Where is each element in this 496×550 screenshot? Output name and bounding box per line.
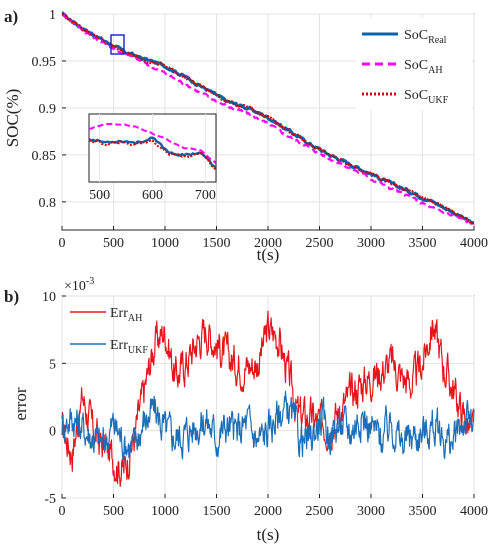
y-tick-label: 0.8 (39, 196, 57, 211)
series-lines-b (61, 310, 475, 487)
x-tick-label: 2000 (254, 236, 282, 251)
x-tick-label: 0 (59, 504, 66, 519)
x-tick-label: 1000 (151, 504, 179, 519)
y-axis-label-b: error (11, 387, 30, 420)
y-tick-label: 10 (42, 290, 56, 305)
inset-x-tick-label: 500 (89, 188, 110, 203)
x-tick-label: 500 (103, 236, 124, 251)
x-tick-label: 2000 (254, 504, 282, 519)
x-tick-label: 4000 (460, 504, 488, 519)
x-tick-label: 1500 (203, 236, 231, 251)
x-tick-label: 500 (103, 504, 124, 519)
x-tick-label: 0 (59, 236, 66, 251)
legend-a: SoCReal SoCAH SoCUKF (356, 18, 472, 110)
y-tick-label: 0.85 (32, 149, 57, 164)
inset-series-lines (88, 122, 217, 171)
x-axis-label-b: t(s) (257, 525, 280, 544)
inset-plot: 500 600 700 (88, 113, 217, 203)
legend-a-label-ah: SoCAH (404, 58, 443, 76)
y-tick-label: 0.9 (39, 102, 57, 117)
inset-series-line (88, 122, 217, 165)
inset-x-tick-label: 700 (195, 188, 216, 203)
x-tick-label: 3000 (357, 504, 385, 519)
x-tick-label: 1000 (151, 236, 179, 251)
zoom-marker-box (110, 34, 125, 55)
x-tick-label: 3500 (409, 236, 437, 251)
y-axis-label-a: SOC(%) (3, 89, 22, 148)
y-tick-label: 5 (49, 357, 56, 372)
legend-b-label-ah: ErrAH (110, 306, 142, 324)
series-line-ukf (61, 390, 475, 463)
panel-label-a: a) (4, 7, 18, 26)
y-tick-label: 1 (49, 8, 56, 23)
x-tick-label: 3500 (409, 504, 437, 519)
series-lines-a (61, 11, 475, 227)
y-tick-label: -5 (44, 492, 56, 507)
y-exponent-label-b: ×10-3 (64, 276, 94, 294)
x-axis-label-a: t(s) (257, 245, 280, 264)
inset-series-line (88, 139, 217, 171)
x-tick-label: 3000 (357, 236, 385, 251)
panel-a: a) SOC(%) t(s) 0 500 1000 1500 2000 2500 3000 3… (3, 7, 488, 264)
series-line-ukf (61, 13, 475, 225)
x-tick-label: 4000 (460, 236, 488, 251)
inset-x-tick-label: 600 (142, 188, 163, 203)
inset-ticks: 500 600 700 (89, 188, 216, 203)
y-tick-label: 0.95 (32, 55, 57, 70)
x-tick-label: 2500 (306, 236, 334, 251)
panel-b: b) error t(s) ×10-3 0 500 1000 1500 2000 2500… (4, 276, 488, 544)
x-tick-label: 1500 (203, 504, 231, 519)
legend-a-label-real: SoCReal (404, 28, 447, 46)
legend-b-label-ukf: ErrUKF (110, 338, 148, 356)
panel-label-b: b) (4, 287, 19, 306)
legend-b: ErrAH ErrUKF (70, 306, 148, 356)
series-line-ah (61, 13, 475, 227)
x-tick-label: 2500 (306, 504, 334, 519)
y-tick-label: 0 (49, 425, 56, 440)
ticks-a: 0 500 1000 1500 2000 2500 3000 3500 40000.80.850… (32, 8, 489, 251)
legend-a-label-ukf: SoCUKF (404, 88, 449, 106)
